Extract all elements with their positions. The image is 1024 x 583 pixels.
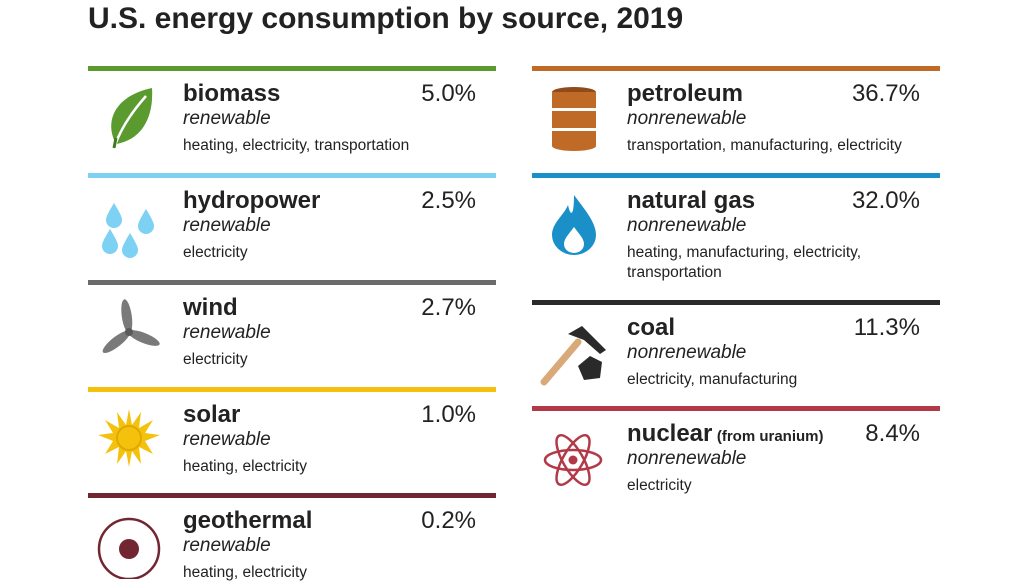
sun-icon [94,403,164,473]
water-drops-icon [94,189,164,259]
source-type: renewable [183,535,271,556]
source-uses: electricity, manufacturing [627,371,798,388]
source-uses: transportation, manufacturing, electrici… [627,137,902,154]
source-name: solar [183,401,241,428]
source-percentage: 11.3% [853,314,920,341]
source-percentage: 2.7% [421,294,476,321]
hydropower-color-bar [88,173,496,178]
source-uses: heating, manufacturing, electricity, tra… [627,244,862,281]
source-type: nonrenewable [627,215,747,236]
source-name: nuclear [627,420,713,447]
source-percentage: 36.7% [851,80,920,107]
source-uses: electricity [183,351,248,368]
source-name: geothermal [183,507,313,534]
source-type: renewable [183,215,271,236]
wind-color-bar [88,280,496,285]
source-name: natural gas [627,187,756,214]
entry-biomass: biomass 5.0% renewable heating, electric… [88,66,496,173]
leaf-icon [94,82,164,152]
nonrenewable-column: petroleum 36.7% nonrenewable transportat… [532,66,940,513]
source-percentage: 2.5% [421,187,476,214]
source-type: renewable [183,108,271,129]
source-percentage: 1.0% [421,401,476,428]
natural-gas-color-bar [532,173,940,178]
nuclear-color-bar [532,406,940,411]
chart-title: U.S. energy consumption by source, 2019 [88,2,684,35]
source-uses: heating, electricity [183,458,308,475]
source-percentage: 8.4% [865,420,920,447]
source-type: nonrenewable [627,108,747,129]
geothermal-icon [94,509,164,579]
entry-wind: wind 2.7% renewable electricity [88,280,496,387]
entry-solar: solar 1.0% renewable heating, electricit… [88,387,496,493]
oil-barrel-icon [538,82,608,152]
entry-geothermal: geothermal 0.2% renewable heating, elect… [88,493,496,583]
source-name: coal [627,314,676,341]
source-uses: electricity [183,244,248,261]
pickaxe-coal-icon [538,316,608,386]
source-type: renewable [183,429,271,450]
coal-color-bar [532,300,940,305]
renewable-column: biomass 5.0% renewable heating, electric… [88,66,496,583]
source-type: renewable [183,322,271,343]
source-percentage: 32.0% [851,187,920,214]
entry-natural-gas: natural gas 32.0% nonrenewable heating, … [532,173,940,300]
solar-color-bar [88,387,496,392]
source-type: nonrenewable [627,342,747,363]
source-name: petroleum [627,80,744,107]
entry-petroleum: petroleum 36.7% nonrenewable transportat… [532,66,940,173]
entry-nuclear: nuclear (from uranium) 8.4% nonrenewable… [532,406,940,513]
source-qualifier: (from uranium) [716,428,824,445]
source-uses: heating, electricity, transportation [183,137,410,154]
entry-coal: coal 11.3% nonrenewable electricity, man… [532,300,940,406]
biomass-color-bar [88,66,496,71]
source-uses: heating, electricity [183,564,308,581]
wind-turbine-icon [94,296,164,366]
source-percentage: 5.0% [421,80,476,107]
petroleum-color-bar [532,66,940,71]
source-name: hydropower [183,187,321,214]
source-uses: electricity [627,477,692,494]
source-type: nonrenewable [627,448,747,469]
entry-hydropower: hydropower 2.5% renewable electricity [88,173,496,280]
source-percentage: 0.2% [421,507,476,534]
source-name: wind [183,294,238,321]
atom-icon [538,422,608,492]
geothermal-color-bar [88,493,496,498]
flame-icon [538,189,608,259]
source-name: biomass [183,80,281,107]
